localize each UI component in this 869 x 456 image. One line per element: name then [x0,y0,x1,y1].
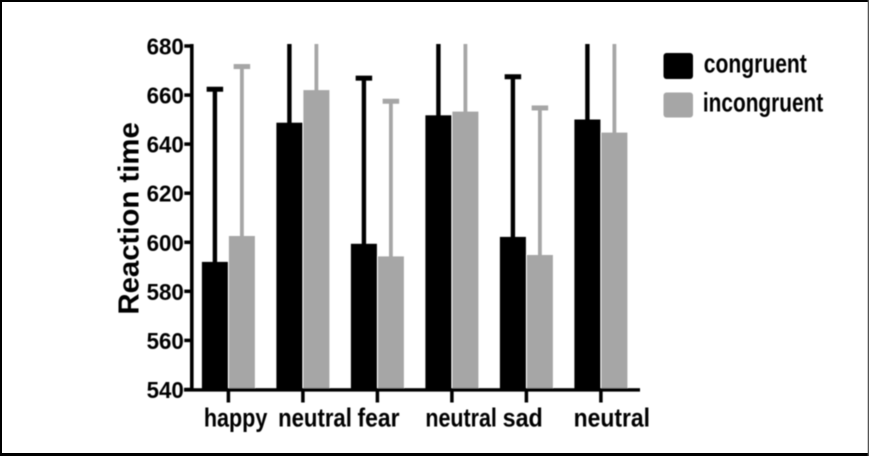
svg-text:540: 540 [147,377,184,403]
svg-text:sad: sad [503,403,543,433]
svg-text:680: 680 [147,34,184,60]
svg-text:620: 620 [147,181,184,207]
svg-text:congruent: congruent [704,49,807,79]
svg-text:fear: fear [358,403,400,433]
svg-text:560: 560 [147,328,184,354]
svg-text:neutral: neutral [278,403,352,433]
svg-text:600: 600 [147,230,184,256]
svg-text:happy: happy [204,403,268,433]
svg-text:neutral: neutral [574,403,650,433]
svg-text:incongruent: incongruent [703,87,823,117]
svg-text:580: 580 [147,279,184,305]
svg-text:neutral: neutral [425,403,497,433]
svg-text:660: 660 [147,83,184,109]
svg-text:640: 640 [147,132,184,158]
svg-text:Reaction time: Reaction time [114,122,146,315]
